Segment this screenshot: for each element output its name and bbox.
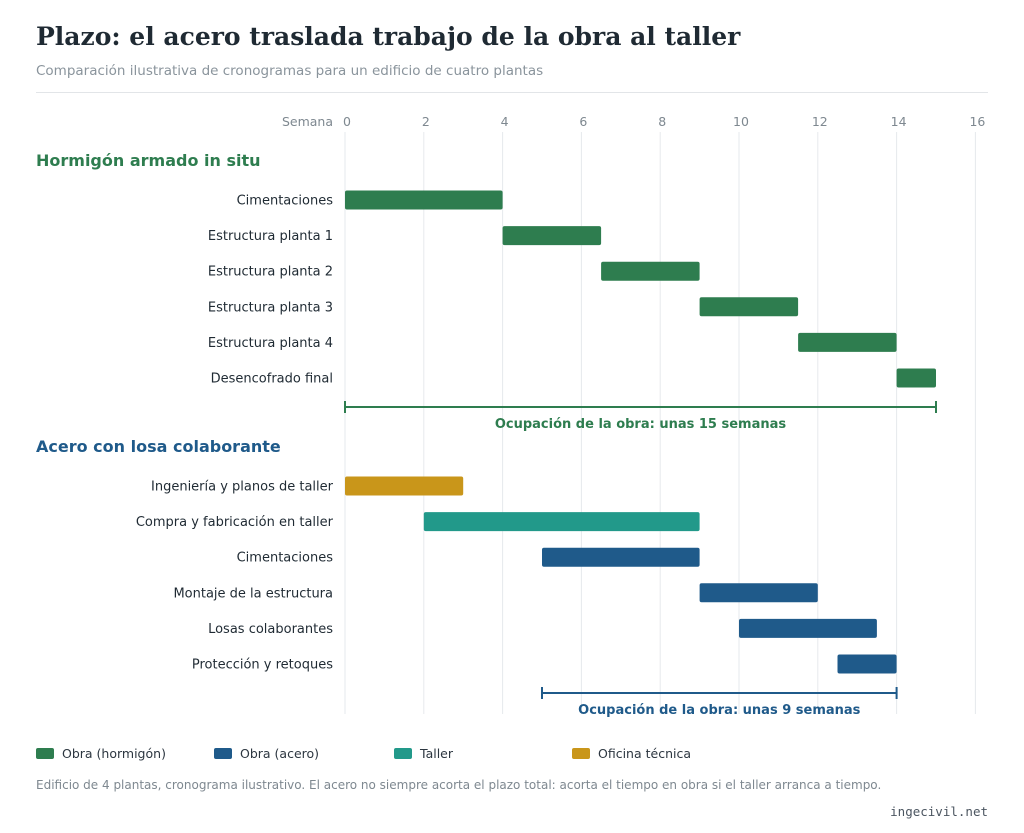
legend-item-obra-acero: Obra (acero)	[214, 746, 319, 761]
tick-label: 6	[579, 114, 587, 129]
chart-legend: Obra (hormigón) Obra (acero) Taller Ofic…	[36, 746, 996, 762]
task-label: Cimentaciones	[237, 551, 334, 566]
tick-label: 12	[812, 114, 828, 129]
legend-item-obra-hormigon: Obra (hormigón)	[36, 746, 166, 761]
task-bar	[837, 654, 897, 674]
source-credit: ingecivil.net	[890, 804, 988, 819]
task-label: Estructura planta 2	[208, 265, 333, 280]
legend-item-oficina-tecnica: Oficina técnica	[572, 746, 691, 761]
task-label: Estructura planta 1	[208, 229, 333, 244]
task-bar	[601, 261, 700, 281]
task-label: Desencofrado final	[211, 372, 333, 387]
task-bar	[739, 618, 877, 638]
legend-label: Oficina técnica	[598, 746, 692, 761]
legend-swatch	[214, 748, 232, 759]
task-label: Estructura planta 4	[208, 336, 333, 351]
task-label: Compra y fabricación en taller	[136, 515, 334, 530]
legend-label: Obra (acero)	[240, 746, 320, 761]
task-bar	[502, 226, 602, 246]
task-bar	[699, 297, 799, 317]
task-bar	[896, 368, 936, 388]
tick-label: 16	[969, 114, 985, 129]
span-label: Ocupación de la obra: unas 9 semanas	[578, 703, 861, 718]
task-label: Ingeniería y planos de taller	[151, 480, 334, 495]
legend-swatch	[36, 748, 54, 759]
tick-label: 10	[733, 114, 749, 129]
task-label: Losas colaborantes	[208, 622, 333, 637]
chart-title: Plazo: el acero traslada trabajo de la o…	[36, 22, 741, 51]
gantt-chart: Semana 0 2 4 6 8 10 12 14 16 Hormigón armado in si…	[36, 114, 985, 718]
task-bar	[798, 332, 897, 352]
span-label: Ocupación de la obra: unas 15 semanas	[495, 417, 787, 432]
footnote: Edificio de 4 plantas, cronograma ilustr…	[36, 778, 882, 792]
task-bar	[345, 190, 503, 210]
chart-subtitle: Comparación ilustrativa de cronogramas p…	[36, 63, 544, 79]
task-bar	[542, 547, 700, 567]
tick-label: 8	[658, 114, 666, 129]
legend-swatch	[572, 748, 590, 759]
task-label: Estructura planta 3	[208, 300, 333, 315]
task-label: Cimentaciones	[237, 194, 334, 209]
group-heading: Acero con losa colaborante	[36, 437, 281, 456]
header-divider	[36, 92, 988, 93]
legend-item-taller: Taller	[394, 746, 453, 761]
axis-label: Semana	[282, 114, 333, 129]
legend-label: Obra (hormigón)	[62, 746, 166, 761]
group-heading: Hormigón armado in situ	[36, 151, 261, 170]
task-bar	[345, 476, 464, 496]
task-label: Protección y retoques	[192, 658, 333, 673]
task-bar	[423, 512, 700, 532]
task-bar	[699, 583, 818, 603]
tick-label: 2	[422, 114, 430, 129]
legend-swatch	[394, 748, 412, 759]
tick-label: 0	[343, 114, 351, 129]
tick-label: 14	[891, 114, 907, 129]
task-label: Montaje de la estructura	[173, 586, 333, 601]
tick-label: 4	[501, 114, 509, 129]
legend-label: Taller	[420, 746, 454, 761]
